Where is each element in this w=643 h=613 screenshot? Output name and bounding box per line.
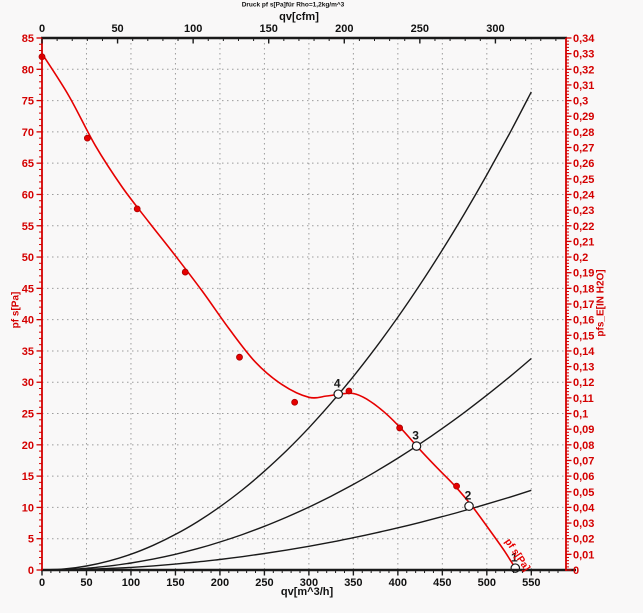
left-axis-tick-label: 30 bbox=[22, 377, 34, 389]
bottom-axis-tick-label: 0 bbox=[39, 577, 45, 589]
right-axis-tick-label: 0,32 bbox=[573, 64, 594, 76]
right-axis-tick-label: 0,05 bbox=[573, 487, 594, 499]
bottom-axis-tick-label: 200 bbox=[211, 577, 229, 589]
right-axis-tick-label: 0,28 bbox=[573, 127, 594, 139]
right-axis-tick-label: 0,16 bbox=[573, 315, 594, 327]
bottom-axis-tick-label: 450 bbox=[433, 577, 451, 589]
top-axis-tick-label: 150 bbox=[260, 23, 278, 35]
measured-point bbox=[291, 398, 299, 406]
left-axis-tick-label: 55 bbox=[22, 221, 34, 233]
right-axis-tick-label: 0,07 bbox=[573, 455, 594, 467]
bottom-axis-tick-label: 550 bbox=[522, 577, 540, 589]
bottom-axis-tick-label: 100 bbox=[122, 577, 140, 589]
left-axis-tick-label: 45 bbox=[22, 283, 34, 295]
measured-point bbox=[396, 424, 404, 432]
right-axis-tick-label: 0,19 bbox=[573, 268, 594, 280]
measured-point bbox=[236, 353, 243, 361]
measured-point bbox=[181, 268, 189, 276]
measured-point bbox=[133, 205, 141, 213]
right-axis-tick-label: 0,26 bbox=[573, 158, 594, 170]
right-axis-tick-label: 0,24 bbox=[573, 189, 595, 201]
right-axis-tick-label: 0,06 bbox=[573, 471, 594, 483]
right-axis-tick-label: 0,31 bbox=[573, 80, 594, 92]
right-axis-tick-label: 0,27 bbox=[573, 143, 594, 155]
bottom-axis-tick-label: 500 bbox=[478, 577, 496, 589]
measured-point bbox=[453, 482, 460, 490]
bottom-axis-tick-label: 350 bbox=[344, 577, 362, 589]
right-axis-tick-label: 0,11 bbox=[573, 393, 594, 405]
left-axis-tick-label: 25 bbox=[22, 409, 34, 421]
left-axis-tick-label: 75 bbox=[22, 96, 34, 108]
right-axis-tick-label: 0,21 bbox=[573, 236, 594, 248]
left-axis-tick-label: 5 bbox=[28, 534, 34, 546]
right-axis-tick-label: 0 bbox=[573, 565, 579, 577]
operating-point-2 bbox=[464, 501, 474, 511]
operating-point-4 bbox=[333, 389, 344, 399]
fan-pressure-curve bbox=[41, 53, 516, 569]
right-axis-tick-label: 0,03 bbox=[573, 518, 594, 530]
measured-point bbox=[83, 134, 91, 142]
operating-point-label-4: 4 bbox=[334, 377, 341, 391]
bottom-axis-tick-label: 400 bbox=[389, 577, 407, 589]
right-axis-tick-label: 0,02 bbox=[573, 534, 594, 546]
bottom-axis-tick-label: 50 bbox=[80, 577, 92, 589]
top-axis-title: qv[cfm] bbox=[279, 11, 319, 23]
bottom-axis-tick-label: 150 bbox=[166, 577, 184, 589]
bottom-axis-title: qv[m^3/h] bbox=[280, 586, 334, 598]
left-axis-tick-label: 10 bbox=[22, 502, 34, 514]
right-axis-tick-label: 0,23 bbox=[573, 205, 594, 217]
top-axis-tick-label: 0 bbox=[39, 23, 45, 35]
left-axis-tick-label: 35 bbox=[22, 346, 34, 358]
system-curve-4 bbox=[41, 91, 532, 571]
right-axis-tick-label: 0,15 bbox=[573, 330, 594, 342]
right-axis-tick-label: 0,29 bbox=[573, 111, 594, 123]
operating-point-label-1: 1 bbox=[511, 551, 518, 565]
measured-point bbox=[345, 387, 353, 395]
operating-point-label-3: 3 bbox=[412, 429, 419, 443]
system-curve-3 bbox=[41, 357, 532, 571]
right-axis-tick-label: 0,3 bbox=[573, 96, 588, 108]
bottom-axis-tick-label: 250 bbox=[255, 577, 273, 589]
left-axis-tick-label: 60 bbox=[22, 189, 34, 201]
left-axis-tick-label: 0 bbox=[28, 565, 34, 577]
right-axis-tick-label: 0,17 bbox=[573, 299, 594, 311]
left-axis-tick-label: 85 bbox=[22, 33, 34, 45]
right-axis-tick-label: 0,22 bbox=[573, 221, 594, 233]
left-axis-tick-label: 40 bbox=[22, 315, 34, 327]
right-axis-tick-label: 0,08 bbox=[573, 440, 594, 452]
left-axis-tick-label: 20 bbox=[22, 440, 34, 452]
top-axis-tick-label: 50 bbox=[111, 23, 123, 35]
right-axis-tick-label: 0,25 bbox=[573, 174, 594, 186]
right-axis-tick-label: 0,01 bbox=[573, 549, 594, 561]
right-axis-tick-label: 0,2 bbox=[573, 252, 588, 264]
left-axis-tick-label: 70 bbox=[22, 127, 34, 139]
right-axis-tick-label: 0,34 bbox=[573, 33, 595, 45]
top-axis-tick-label: 300 bbox=[486, 23, 504, 35]
right-axis-tick-label: 0,12 bbox=[573, 377, 594, 389]
left-axis-tick-label: 15 bbox=[22, 471, 34, 483]
right-axis-tick-label: 0,1 bbox=[573, 409, 588, 421]
top-axis-tick-label: 250 bbox=[411, 23, 429, 35]
operating-point-label-2: 2 bbox=[465, 489, 472, 503]
right-axis-tick-label: 0,18 bbox=[573, 283, 594, 295]
operating-point-3 bbox=[411, 441, 422, 451]
bottom-axis-tick-label: 300 bbox=[300, 577, 318, 589]
top-axis-tick-label: 100 bbox=[184, 23, 202, 35]
right-axis-tick-label: 0,04 bbox=[573, 502, 595, 514]
left-axis-title: pf s[Pa] bbox=[10, 291, 22, 329]
right-axis-tick-label: 0,33 bbox=[573, 49, 594, 61]
system-curve-2 bbox=[41, 489, 532, 571]
left-axis-tick-label: 50 bbox=[22, 252, 34, 264]
right-axis-tick-label: 0,13 bbox=[573, 362, 594, 374]
chart-title: Druck pf s[Pa]für Rho=1,2kg/m^3 bbox=[241, 1, 345, 9]
right-axis-title: pfs_E[IN H2O] bbox=[595, 269, 607, 337]
right-axis-tick-label: 0,14 bbox=[573, 346, 595, 358]
top-axis-tick-label: 200 bbox=[335, 23, 353, 35]
left-axis-tick-label: 65 bbox=[22, 158, 34, 170]
left-axis-tick-label: 80 bbox=[22, 64, 34, 76]
right-axis-tick-label: 0,09 bbox=[573, 424, 594, 436]
